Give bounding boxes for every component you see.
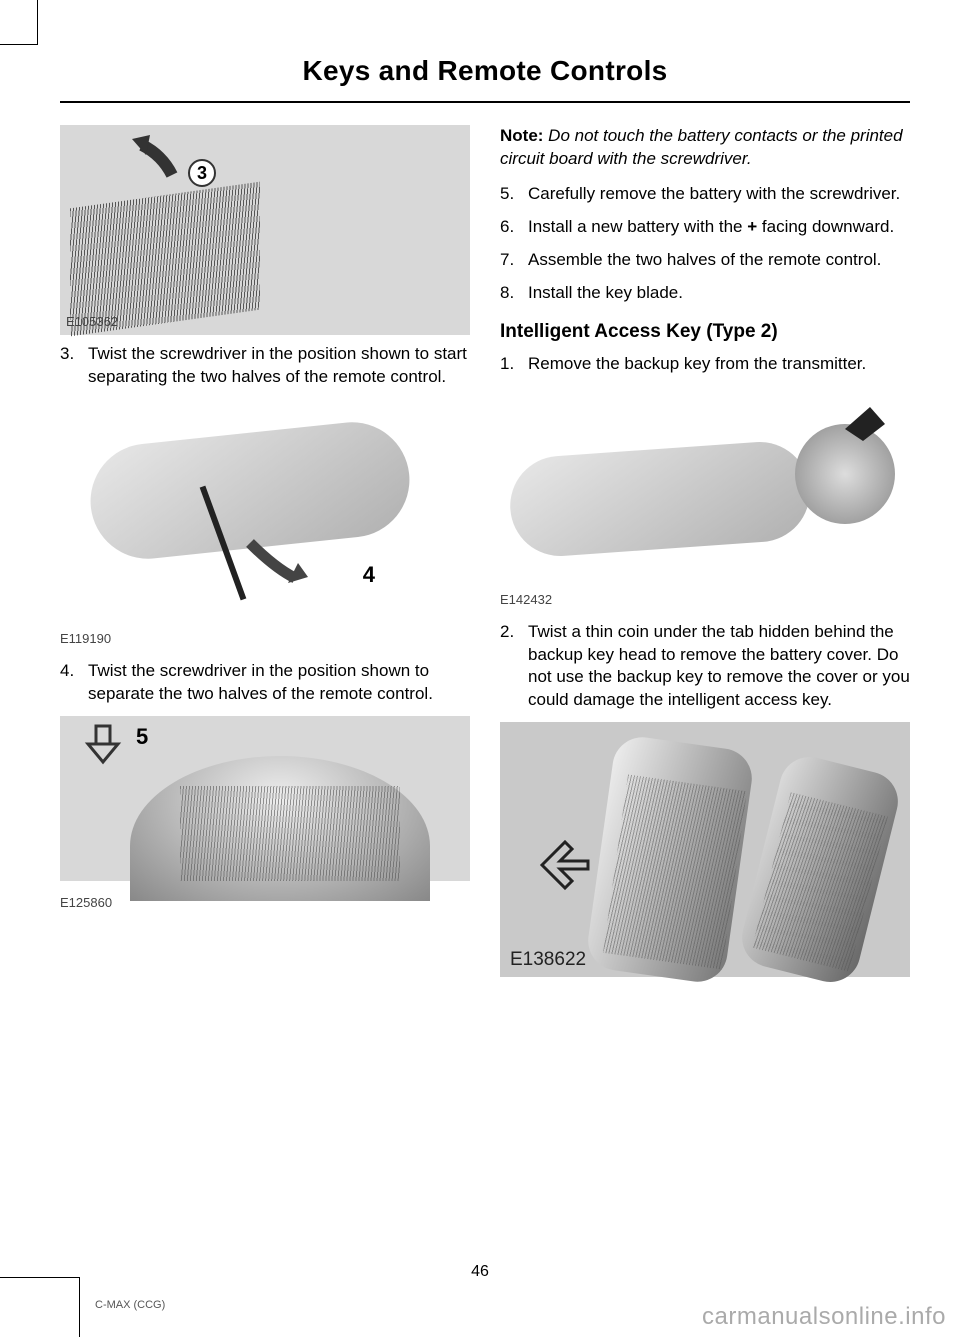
footer-doc-id: C-MAX (CCG) <box>95 1299 165 1311</box>
step-number: 5. <box>500 183 528 206</box>
step-text: Assemble the two halves of the remote co… <box>528 249 910 272</box>
page-container: Keys and Remote Controls 3 E105362 3. Tw… <box>0 0 960 1337</box>
step-2b: 2. Twist a thin coin under the tab hidde… <box>500 621 910 713</box>
plus-icon: + <box>747 216 757 239</box>
arrow-icon <box>132 135 192 185</box>
right-column: Note: Do not touch the battery contacts … <box>500 125 910 985</box>
note-body: Do not touch the battery contacts or the… <box>500 126 903 168</box>
step-number: 8. <box>500 282 528 305</box>
step-8: 8. Install the key blade. <box>500 282 910 305</box>
step-text: Twist the screwdriver in the position sh… <box>88 660 470 706</box>
arrow-icon <box>240 533 310 588</box>
watermark: carmanualsonline.info <box>702 1303 946 1331</box>
figure-e119190: 4 <box>60 403 470 623</box>
left-column: 3 E105362 3. Twist the screwdriver in th… <box>60 125 470 985</box>
page-number: 46 <box>0 1263 960 1281</box>
arrow-down-icon <box>82 722 126 766</box>
step-text-b: facing downward. <box>757 217 894 236</box>
step-4: 4. Twist the screwdriver in the position… <box>60 660 470 706</box>
step-text: Twist the screwdriver in the position sh… <box>88 343 470 389</box>
note-block: Note: Do not touch the battery contacts … <box>500 125 910 171</box>
step-text: Install the key blade. <box>528 282 910 305</box>
page-title: Keys and Remote Controls <box>60 55 910 103</box>
subheading-type2: Intelligent Access Key (Type 2) <box>500 321 910 343</box>
callout-5: 5 <box>136 724 148 750</box>
figure-e105362: 3 E105362 <box>60 125 470 335</box>
step-text: Install a new battery with the + facing … <box>528 216 910 239</box>
figure-label: E138622 <box>510 949 586 971</box>
step-7: 7. Assemble the two halves of the remote… <box>500 249 910 272</box>
note-label: Note: <box>500 126 543 145</box>
figure-label: E105362 <box>66 314 118 329</box>
step-5: 5. Carefully remove the battery with the… <box>500 183 910 206</box>
figure-e125860: 5 <box>60 716 470 881</box>
arrow-icon <box>835 399 890 444</box>
step-number: 3. <box>60 343 88 389</box>
figure-e138622: E138622 <box>500 722 910 977</box>
callout-4: 4 <box>363 562 375 588</box>
callout-3: 3 <box>188 159 216 187</box>
step-number: 6. <box>500 216 528 239</box>
step-number: 4. <box>60 660 88 706</box>
figure-label: E142432 <box>500 592 910 607</box>
arrow-icon <box>532 832 598 898</box>
step-number: 7. <box>500 249 528 272</box>
step-text: Remove the backup key from the transmitt… <box>528 353 910 376</box>
step-text: Carefully remove the battery with the sc… <box>528 183 910 206</box>
step-1b: 1. Remove the backup key from the transm… <box>500 353 910 376</box>
step-3: 3. Twist the screwdriver in the position… <box>60 343 470 389</box>
step-number: 1. <box>500 353 528 376</box>
step-6: 6. Install a new battery with the + faci… <box>500 216 910 239</box>
figure-e142432 <box>500 394 910 584</box>
two-column-layout: 3 E105362 3. Twist the screwdriver in th… <box>60 125 910 985</box>
step-number: 2. <box>500 621 528 713</box>
step-text-a: Install a new battery with the <box>528 217 747 236</box>
step-text: Twist a thin coin under the tab hidden b… <box>528 621 910 713</box>
figure-label: E119190 <box>60 631 470 646</box>
